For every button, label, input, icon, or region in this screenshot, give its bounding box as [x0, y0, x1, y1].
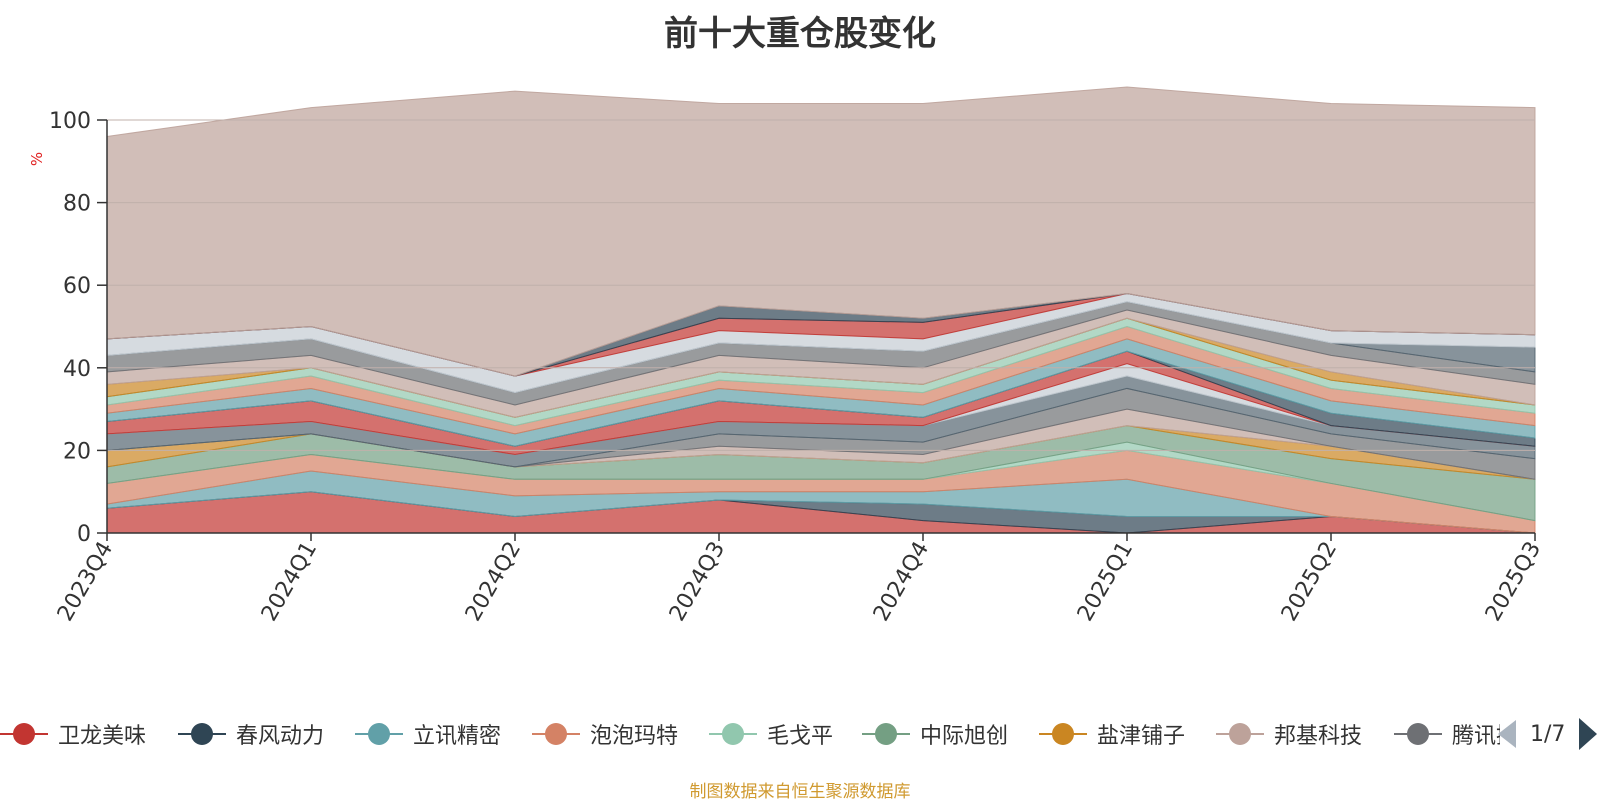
gridlines	[107, 119, 1535, 451]
y-tick-label: 80	[63, 192, 91, 217]
legend-marker-icon	[355, 722, 403, 746]
x-tick-label: 2024Q4	[869, 538, 934, 626]
x-tick-label: 2025Q1	[1073, 538, 1138, 626]
legend-marker-icon	[532, 722, 580, 746]
stacked-area-chart: 0 20 40 60 80 100 2023Q4 2024Q1 2024Q2 2024Q3 2024…	[49, 86, 1546, 626]
legend-marker-icon	[1394, 722, 1442, 746]
y-tick-label: 60	[63, 274, 91, 299]
legend-label: 春风动力	[236, 724, 325, 749]
legend-label: 腾讯控股	[1452, 724, 1500, 749]
data-source-note: 制图数据来自恒生聚源数据库	[689, 782, 911, 802]
y-tick-label: 20	[63, 439, 91, 464]
legend-item[interactable]: 腾讯控股	[1394, 716, 1500, 752]
x-tick-label: 2025Q2	[1277, 538, 1342, 626]
legend-label: 中际旭创	[920, 724, 1009, 749]
legend-item[interactable]: 立讯精密	[355, 716, 501, 752]
legend-marker-icon	[0, 722, 48, 746]
legend-item[interactable]: 盐津铺子	[1039, 716, 1185, 752]
legend-item[interactable]: 春风动力	[178, 716, 324, 752]
legend-marker-icon	[178, 722, 226, 746]
y-tick-label: 0	[77, 522, 91, 547]
area-series-25[interactable]	[106, 86, 1536, 377]
legend-marker-icon	[1216, 722, 1264, 746]
x-tick-label: 2024Q2	[461, 538, 526, 626]
y-tick-label: 40	[63, 357, 91, 382]
x-tick-label: 2024Q3	[665, 538, 730, 626]
legend-item[interactable]: 泡泡玛特	[532, 716, 678, 752]
legend-pager: 1/7	[1498, 716, 1598, 752]
x-tick-label: 2025Q3	[1481, 538, 1546, 626]
x-tick-label: 2024Q1	[257, 538, 322, 626]
legend-marker-icon	[709, 722, 757, 746]
legend-label: 立讯精密	[413, 724, 502, 749]
legend-label: 邦基科技	[1274, 724, 1363, 749]
legend-label: 盐津铺子	[1097, 724, 1186, 749]
legend-label: 毛戈平	[767, 724, 834, 749]
chart-title: 前十大重仓股变化	[664, 14, 936, 54]
legend-item[interactable]: 卫龙美味	[0, 716, 146, 752]
legend-marker-icon	[1039, 722, 1087, 746]
legend-next-arrow-icon[interactable]	[1579, 718, 1598, 750]
x-tick-label: 2023Q4	[53, 538, 118, 626]
legend-label: 泡泡玛特	[590, 724, 679, 749]
legend-page-indicator: 1/7	[1530, 721, 1566, 747]
area-series-group	[106, 86, 1536, 534]
legend-marker-icon	[862, 722, 910, 746]
legend-item[interactable]: 邦基科技	[1216, 716, 1362, 752]
y-tick-label: 100	[49, 109, 91, 134]
legend-item[interactable]: 毛戈平	[709, 716, 833, 752]
legend-prev-arrow-icon[interactable]	[1498, 720, 1516, 748]
legend-item[interactable]: 中际旭创	[862, 716, 1008, 752]
legend-label: 卫龙美味	[58, 724, 147, 749]
legend: 卫龙美味 春风动力 立讯精密 泡泡玛特 毛戈平 中际旭创 盐津铺子 邦基科技 腾讯控股	[0, 716, 1500, 752]
